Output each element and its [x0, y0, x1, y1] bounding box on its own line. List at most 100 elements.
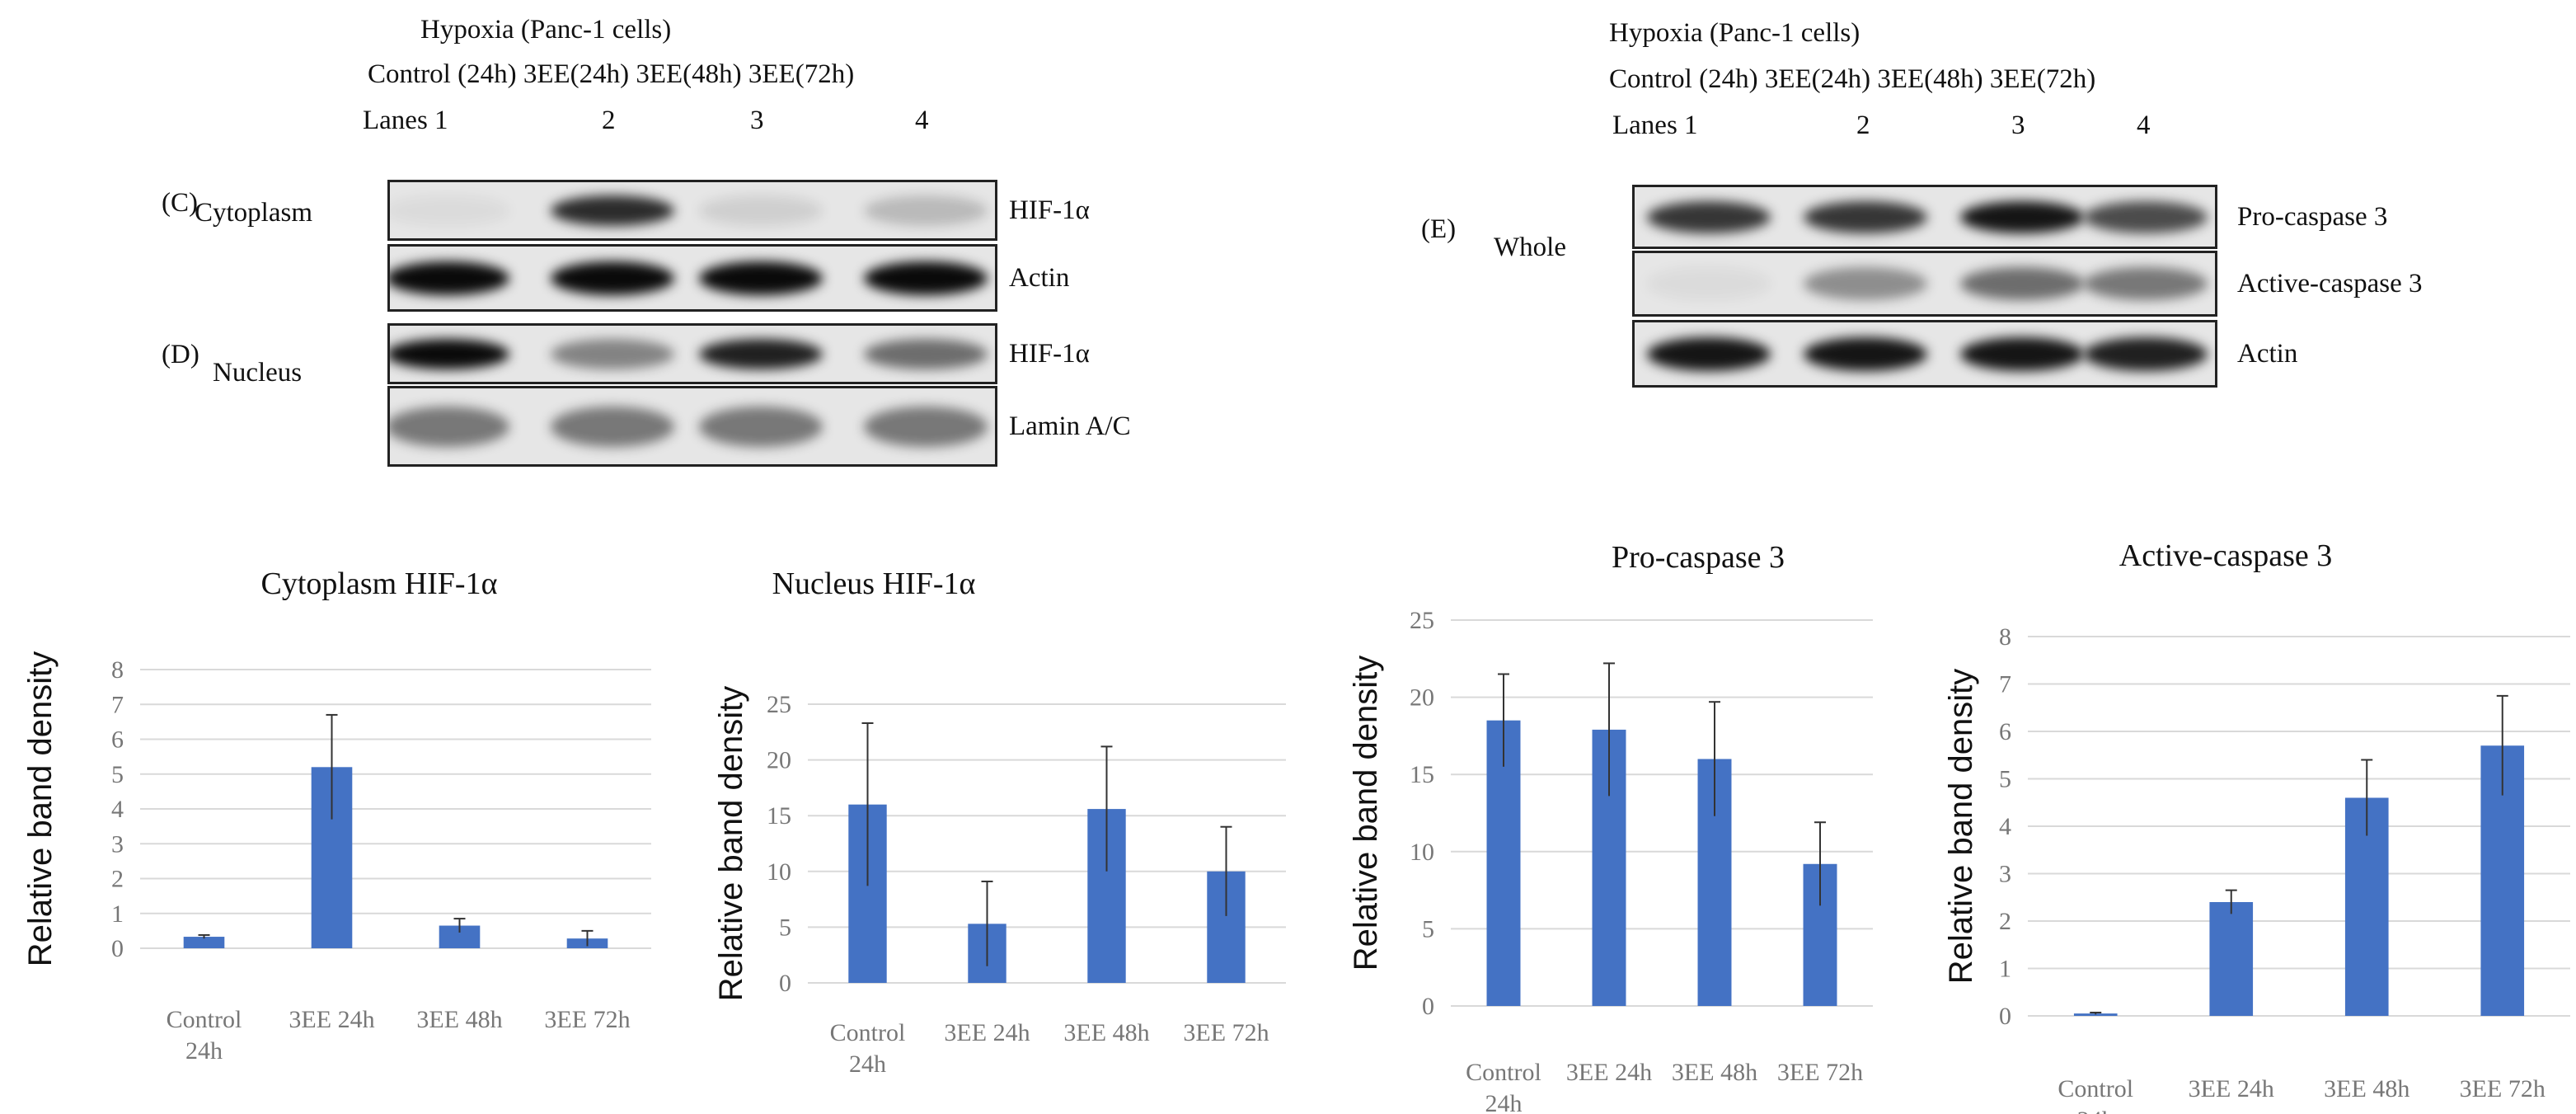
y-tick-label: 8 [1999, 623, 2011, 651]
blot-band [699, 406, 823, 447]
right-lanes-label: Lanes 1 [1612, 110, 1698, 140]
x-tick-label: 3EE 48h [2324, 1075, 2409, 1102]
y-tick-label: 7 [111, 691, 124, 718]
blot-band [390, 195, 509, 226]
blot-band [390, 406, 509, 447]
y-tick-label: 0 [111, 935, 124, 962]
left-blot-row-1 [387, 180, 997, 241]
right-blot-condition: Hypoxia (Panc-1 cells) [1609, 18, 1860, 48]
y-tick-label: 1 [111, 900, 124, 928]
blot-band [699, 195, 823, 226]
blot-band [390, 338, 509, 369]
blot-band [1647, 200, 1771, 233]
left-blot-groups: Control (24h) 3EE(24h) 3EE(48h) 3EE(72h) [368, 59, 855, 89]
bar [2073, 1013, 2118, 1016]
blot-row-label: Pro-caspase 3 [2237, 202, 2388, 232]
blot-band [1804, 200, 1927, 233]
y-tick-label: 0 [1999, 1003, 2011, 1030]
x-tick-label: 3EE 48h [1063, 1019, 1149, 1046]
blot-row-label: Actin [2237, 339, 2298, 369]
y-tick-label: 10 [1410, 839, 1434, 866]
y-tick-label: 20 [767, 747, 791, 774]
blot-band [699, 261, 823, 295]
y-tick-label: 8 [111, 656, 124, 684]
x-tick-label: 3EE 72h [544, 1006, 630, 1033]
x-tick-label: 3EE 72h [2460, 1075, 2546, 1102]
blot-row-label: Active-caspase 3 [2237, 269, 2423, 298]
blot-band [864, 261, 988, 295]
left-lane-2: 2 [602, 106, 616, 135]
y-tick-label: 25 [1410, 607, 1434, 634]
blot-band [1804, 336, 1927, 371]
bar [1486, 720, 1521, 1006]
left-lane-4: 4 [915, 106, 929, 135]
y-tick-label: 1 [1999, 956, 2011, 983]
blot-row-label: HIF-1α [1009, 195, 1090, 225]
y-tick-label: 0 [779, 970, 791, 997]
blot-band [864, 195, 988, 226]
y-tick-label: 2 [111, 866, 124, 893]
right-blot-row-3 [1632, 320, 2217, 388]
right-blot-groups: Control (24h) 3EE(24h) 3EE(48h) 3EE(72h) [1609, 64, 2096, 94]
blot-row-label: HIF-1α [1009, 339, 1090, 369]
y-tick-label: 20 [1410, 684, 1434, 712]
blot-band [1960, 267, 2084, 300]
nucleus-label: Nucleus [213, 358, 303, 388]
x-tick-label: 3EE 72h [1777, 1059, 1863, 1086]
chart-title: Pro-caspase 3 [1612, 540, 1785, 575]
y-axis-label: Relative band density [713, 686, 749, 1001]
left-blot-condition: Hypoxia (Panc-1 cells) [420, 15, 672, 45]
y-tick-label: 4 [1999, 813, 2011, 840]
y-tick-label: 15 [767, 802, 791, 830]
x-tick-label: 3EE 48h [1672, 1059, 1757, 1086]
y-tick-label: 5 [779, 914, 791, 941]
y-tick-label: 25 [767, 691, 791, 718]
x-tick-label: 3EE 72h [1183, 1019, 1269, 1046]
blot-band [390, 261, 509, 295]
left-blot-row-4 [387, 386, 997, 467]
left-lane-3: 3 [750, 106, 764, 135]
y-tick-label: 6 [1999, 718, 2011, 745]
y-tick-label: 10 [767, 858, 791, 886]
blot-row-label: Actin [1009, 263, 1070, 293]
right-blot-row-2 [1632, 251, 2217, 317]
y-axis-label: Relative band density [1348, 656, 1384, 971]
left-lanes-label: Lanes 1 [363, 106, 448, 135]
y-axis-label: Relative band density [1943, 669, 1979, 984]
y-tick-label: 6 [111, 726, 124, 754]
blot-row-label: Lamin A/C [1009, 411, 1131, 441]
blot-band [2084, 267, 2208, 300]
chart-title: Nucleus HIF-1α [772, 566, 976, 601]
y-tick-label: 3 [111, 830, 124, 858]
x-tick-label: 3EE 24h [2189, 1075, 2274, 1102]
bar [2209, 902, 2254, 1016]
x-tick-label: 3EE 48h [416, 1006, 502, 1033]
blot-band [1960, 336, 2084, 371]
y-axis-label: Relative band density [22, 651, 59, 966]
left-blot-row-2 [387, 244, 997, 312]
y-tick-label: 5 [111, 761, 124, 788]
blot-band [551, 406, 674, 447]
bar [183, 937, 225, 948]
x-tick-label: 3EE 24h [1566, 1059, 1652, 1086]
whole-label: Whole [1494, 233, 1566, 262]
y-tick-label: 15 [1410, 761, 1434, 788]
blot-band [551, 261, 674, 295]
blot-band [551, 338, 674, 369]
blot-band [864, 406, 988, 447]
right-lane-2: 2 [1856, 110, 1870, 140]
panel-c-label: (C) [162, 188, 198, 218]
x-tick-label: 3EE 24h [944, 1019, 1030, 1046]
blot-band [2084, 336, 2208, 371]
cytoplasm-label: Cytoplasm [195, 198, 313, 228]
y-tick-label: 5 [1422, 915, 1434, 942]
panel-d-label: (D) [162, 340, 199, 369]
blot-band [1804, 267, 1927, 300]
blot-band [2084, 200, 2208, 233]
right-lane-3: 3 [2011, 110, 2025, 140]
blot-band [551, 195, 674, 226]
y-tick-label: 2 [1999, 908, 2011, 935]
